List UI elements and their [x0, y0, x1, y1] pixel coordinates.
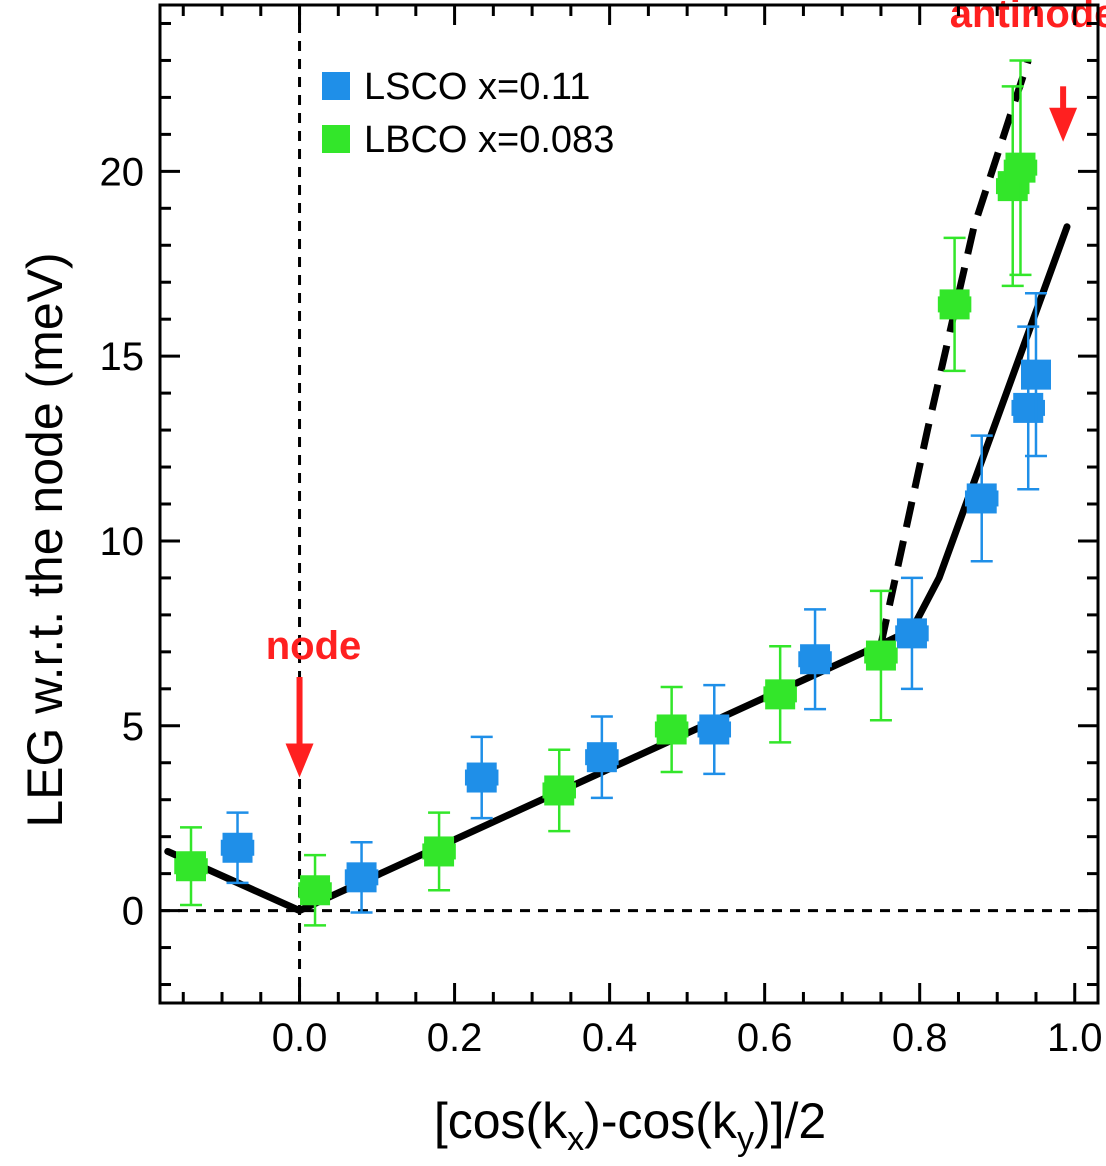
- lsco-point: [1011, 325, 1045, 491]
- marker: [699, 714, 730, 745]
- x-tick-label: 0.6: [737, 1016, 793, 1060]
- lsco-point: [697, 683, 732, 776]
- fit-solid-line: [164, 223, 1071, 915]
- x-tick-label: 0.2: [427, 1016, 483, 1060]
- y-tick-label: 5: [122, 705, 144, 749]
- lbco-point: [763, 645, 797, 744]
- x-axis-title-sub: x: [567, 1120, 584, 1158]
- x-axis-title-part: )]/2: [754, 1093, 826, 1149]
- marker: [176, 851, 207, 882]
- marker: [466, 762, 497, 793]
- marker: [966, 483, 997, 514]
- reference-lines: [160, 5, 1098, 1003]
- marker: [424, 836, 455, 867]
- marker: [346, 862, 377, 893]
- marker: [1013, 392, 1044, 423]
- lsco-point: [895, 576, 929, 691]
- y-axis-title: LEG w.r.t. the node (meV): [17, 252, 73, 827]
- marker: [586, 742, 617, 773]
- marker: [300, 875, 331, 906]
- legend-label: LBCO x=0.083: [364, 119, 614, 161]
- lbco-point: [542, 748, 576, 833]
- antinode-arrow-head: [1049, 107, 1078, 142]
- fit-lines: [164, 59, 1071, 915]
- lbco-point: [298, 853, 332, 927]
- x-tick-label: 0.4: [582, 1016, 638, 1060]
- data-points: [174, 59, 1051, 927]
- legend-swatch: [322, 72, 350, 100]
- x-axis-title-part: )-cos(k: [584, 1093, 738, 1149]
- marker: [222, 832, 253, 863]
- node-label: node: [266, 624, 362, 668]
- x-axis-title: [cos(kx)-cos(ky)]/2: [434, 1093, 826, 1158]
- lsco-point: [1020, 292, 1051, 458]
- lbco-point: [174, 826, 208, 907]
- y-tick-label: 15: [100, 335, 145, 379]
- x-axis-title-part: [cos(k: [434, 1093, 568, 1149]
- lbco-point: [995, 85, 1030, 288]
- lsco-point: [964, 434, 999, 563]
- marker: [656, 714, 687, 745]
- lbco-point: [422, 811, 456, 892]
- y-tick-label: 10: [100, 520, 145, 564]
- lsco-point: [585, 715, 619, 800]
- lbco-point: [864, 589, 898, 722]
- legend: LSCO x=0.11 LBCO x=0.083: [322, 66, 614, 161]
- lbco-point: [1003, 59, 1038, 277]
- lsco-point: [220, 811, 255, 885]
- marker: [765, 679, 796, 710]
- x-axis-title-sub: y: [737, 1120, 754, 1158]
- marker: [865, 640, 896, 671]
- y-tick-label: 0: [122, 890, 144, 934]
- marker: [1020, 359, 1051, 390]
- node-arrow-head: [285, 743, 314, 778]
- lsco-point: [344, 840, 379, 914]
- legend-swatch: [322, 125, 350, 153]
- lsco-point: [464, 735, 499, 820]
- x-tick-label: 1.0: [1047, 1016, 1103, 1060]
- y-tick-label: 20: [100, 150, 145, 194]
- lbco-point: [937, 236, 972, 373]
- lbco-point: [654, 685, 689, 774]
- marker: [939, 289, 970, 320]
- marker: [1005, 152, 1036, 183]
- fit-dashed-line: [877, 59, 1032, 646]
- x-tick-label: 0.0: [272, 1016, 328, 1060]
- axes-ticks: [160, 5, 1098, 1003]
- tick-labels: 0.0 0.2 0.4 0.6 0.8 1.0 0 5 10 15 20: [100, 150, 1103, 1060]
- marker: [800, 644, 831, 675]
- legend-label: LSCO x=0.11: [364, 66, 590, 108]
- lsco-point: [798, 608, 832, 711]
- marker: [896, 618, 927, 649]
- x-tick-label: 0.8: [892, 1016, 948, 1060]
- marker: [544, 775, 575, 806]
